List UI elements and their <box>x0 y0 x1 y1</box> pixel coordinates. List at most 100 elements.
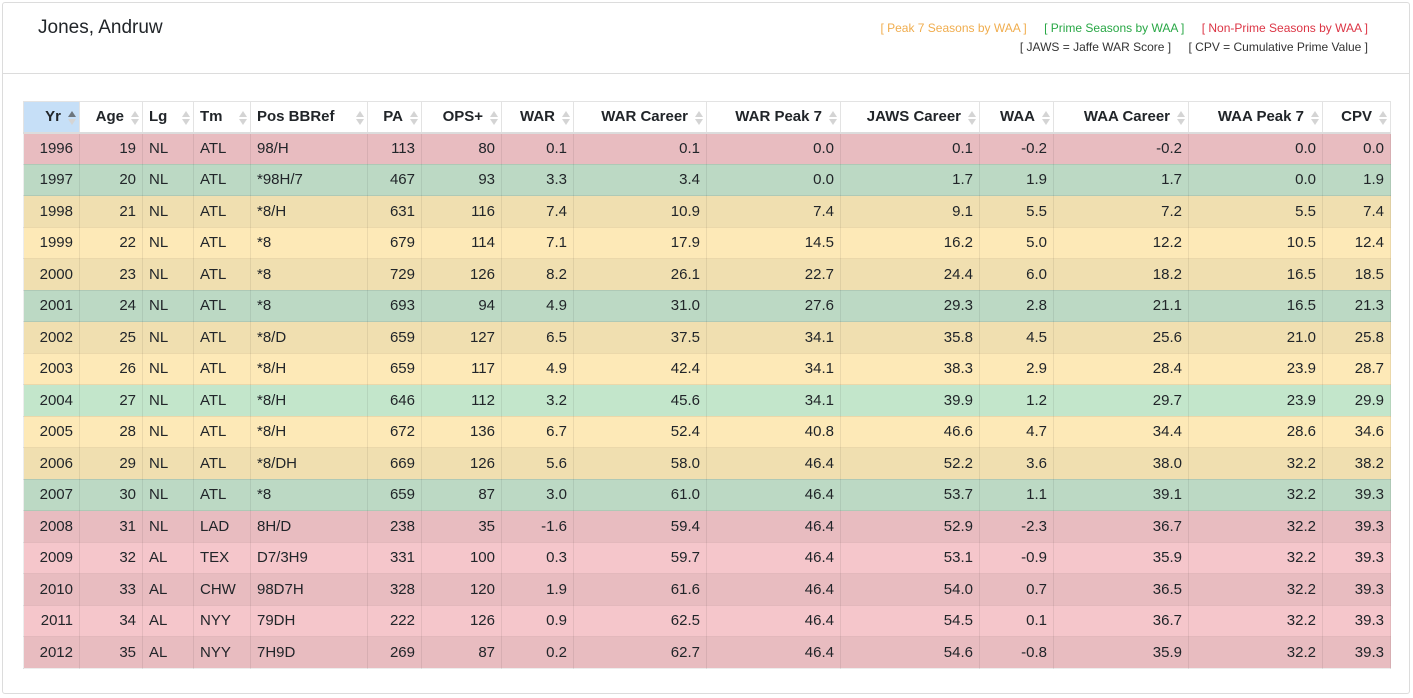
cell-war-peak-7: 7.4 <box>706 195 841 228</box>
cell-jaws-career: 0.1 <box>840 132 980 165</box>
table-row: 1998 21 NL ATL *8/H 631 116 7.4 10.9 7.4 9.1 5.5 7.2… <box>23 195 1391 228</box>
cell-war: 0.1 <box>501 132 574 165</box>
sort-icon[interactable] <box>1379 111 1387 125</box>
cell-ops-plus: 120 <box>421 573 502 606</box>
cell-lg: NL <box>142 510 194 543</box>
table-row: 2000 23 NL ATL *8 729 126 8.2 26.1 22.7 24.4 6.0 18.… <box>23 258 1391 291</box>
cell-pos-bbref: D7/3H9 <box>250 541 368 574</box>
legend-peak: [ Peak 7 Seasons by WAA ] <box>880 21 1027 35</box>
cell-waa: 6.0 <box>979 258 1054 291</box>
column-header-jaws-career[interactable]: JAWS Career <box>840 101 980 134</box>
column-header-waa-peak-7[interactable]: WAA Peak 7 <box>1188 101 1323 134</box>
cell-tm: ATL <box>193 352 251 385</box>
column-header-label: WAA Peak 7 <box>1217 108 1304 126</box>
sort-icon[interactable] <box>410 111 418 125</box>
cell-war-peak-7: 46.4 <box>706 604 841 637</box>
cell-war: 0.3 <box>501 541 574 574</box>
cell-lg: AL <box>142 636 194 669</box>
column-header-age[interactable]: Age <box>79 101 143 134</box>
legend-non-prime: [ Non-Prime Seasons by WAA ] <box>1201 21 1368 35</box>
cell-jaws-career: 46.6 <box>840 415 980 448</box>
column-header-pos-bbref[interactable]: Pos BBRef <box>250 101 368 134</box>
column-header-war-peak-7[interactable]: WAR Peak 7 <box>706 101 841 134</box>
column-header-war[interactable]: WAR <box>501 101 574 134</box>
sort-icon[interactable] <box>182 111 190 125</box>
cell-pos-bbref: 7H9D <box>250 636 368 669</box>
column-header-yr[interactable]: Yr <box>23 101 80 134</box>
cell-pos-bbref: 98D7H <box>250 573 368 606</box>
sort-icon[interactable] <box>1042 111 1050 125</box>
column-header-war-career[interactable]: WAR Career <box>573 101 707 134</box>
cell-war-career: 52.4 <box>573 415 707 448</box>
cell-waa: 0.7 <box>979 573 1054 606</box>
column-header-cpv[interactable]: CPV <box>1322 101 1391 134</box>
cell-pos-bbref: 8H/D <box>250 510 368 543</box>
column-header-label: WAR Peak 7 <box>735 108 822 126</box>
sort-icon[interactable] <box>68 111 76 125</box>
cell-age: 35 <box>79 636 143 669</box>
sort-icon[interactable] <box>968 111 976 125</box>
table-row: 1996 19 NL ATL 98/H 113 80 0.1 0.1 0.0 0.1 -0.2 -0.2… <box>23 132 1391 165</box>
table-row: 2007 30 NL ATL *8 659 87 3.0 61.0 46.4 53.7 1.1 39.1… <box>23 478 1391 511</box>
cell-war-career: 45.6 <box>573 384 707 417</box>
column-header-pa[interactable]: PA <box>367 101 422 134</box>
cell-war: 4.9 <box>501 352 574 385</box>
cell-waa-career: 36.7 <box>1053 604 1189 637</box>
cell-tm: ATL <box>193 132 251 165</box>
cell-jaws-career: 38.3 <box>840 352 980 385</box>
cell-lg: AL <box>142 604 194 637</box>
sort-icon[interactable] <box>131 111 139 125</box>
card-header: Jones, Andruw [ Peak 7 Seasons by WAA ] … <box>3 3 1409 74</box>
cell-lg: NL <box>142 132 194 165</box>
cell-war-career: 26.1 <box>573 258 707 291</box>
cell-yr: 2004 <box>23 384 80 417</box>
cell-age: 19 <box>79 132 143 165</box>
cell-waa-peak-7: 28.6 <box>1188 415 1323 448</box>
cell-pos-bbref: *8/H <box>250 384 368 417</box>
cell-pos-bbref: *8/H <box>250 195 368 228</box>
column-header-lg[interactable]: Lg <box>142 101 194 134</box>
cell-war-peak-7: 27.6 <box>706 289 841 322</box>
column-header-label: JAWS Career <box>866 108 961 126</box>
cell-waa-peak-7: 23.9 <box>1188 352 1323 385</box>
table-row: 2009 32 AL TEX D7/3H9 331 100 0.3 59.7 46.4 53.1 -0… <box>23 541 1391 574</box>
cell-ops-plus: 80 <box>421 132 502 165</box>
cell-war-peak-7: 14.5 <box>706 226 841 259</box>
cell-tm: ATL <box>193 226 251 259</box>
cell-waa: -0.2 <box>979 132 1054 165</box>
sort-icon[interactable] <box>490 111 498 125</box>
cell-tm: NYY <box>193 604 251 637</box>
cell-waa-career: 21.1 <box>1053 289 1189 322</box>
cell-waa-career: 36.5 <box>1053 573 1189 606</box>
cell-war-peak-7: 22.7 <box>706 258 841 291</box>
sort-icon[interactable] <box>1177 111 1185 125</box>
column-header-tm[interactable]: Tm <box>193 101 251 134</box>
cell-pa: 672 <box>367 415 422 448</box>
cell-age: 22 <box>79 226 143 259</box>
sort-icon[interactable] <box>1311 111 1319 125</box>
cell-cpv: 12.4 <box>1322 226 1391 259</box>
cell-waa-career: 39.1 <box>1053 478 1189 511</box>
sort-icon[interactable] <box>239 111 247 125</box>
sort-icon[interactable] <box>829 111 837 125</box>
cell-waa-peak-7: 16.5 <box>1188 258 1323 291</box>
cell-cpv: 21.3 <box>1322 289 1391 322</box>
cell-waa-peak-7: 0.0 <box>1188 163 1323 196</box>
column-header-waa-career[interactable]: WAA Career <box>1053 101 1189 134</box>
sort-icon[interactable] <box>695 111 703 125</box>
cell-war: 6.5 <box>501 321 574 354</box>
column-header-ops-plus[interactable]: OPS+ <box>421 101 502 134</box>
column-header-waa[interactable]: WAA <box>979 101 1054 134</box>
cell-yr: 2005 <box>23 415 80 448</box>
cell-age: 31 <box>79 510 143 543</box>
cell-waa-career: 29.7 <box>1053 384 1189 417</box>
sort-icon[interactable] <box>356 111 364 125</box>
sort-icon[interactable] <box>562 111 570 125</box>
table-row: 2008 31 NL LAD 8H/D 238 35 -1.6 59.4 46.4 52.9 -2.3… <box>23 510 1391 543</box>
cell-age: 23 <box>79 258 143 291</box>
cell-lg: NL <box>142 447 194 480</box>
cell-waa: 5.5 <box>979 195 1054 228</box>
cell-war: 5.6 <box>501 447 574 480</box>
cell-waa-career: 25.6 <box>1053 321 1189 354</box>
cell-pa: 328 <box>367 573 422 606</box>
